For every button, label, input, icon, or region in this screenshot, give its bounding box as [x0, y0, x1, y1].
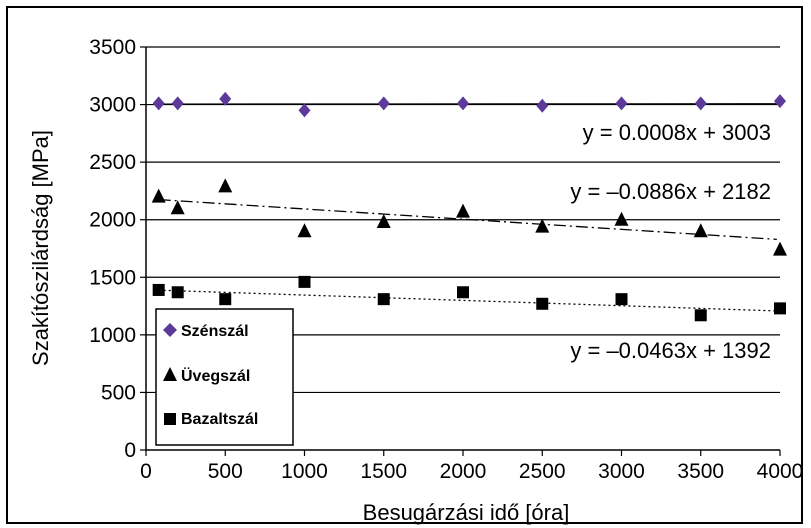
- marker-triangle-1-7: [614, 211, 629, 226]
- y-axis-title: Szakítószilárdság [MPa]: [28, 130, 53, 366]
- marker-diamond-0-9: [774, 94, 786, 109]
- marker-diamond-0-1: [171, 96, 184, 111]
- marker-diamond-0-6: [536, 98, 549, 113]
- x-tick-label: 2500: [519, 460, 566, 483]
- marker-diamond-0-0: [152, 96, 165, 111]
- marker-triangle-1-0: [151, 188, 166, 203]
- marker-triangle-1-9: [773, 241, 787, 256]
- x-tick-label: 4000: [757, 460, 804, 483]
- trendline-equations: y = 0.0008x + 3003 y = –0.0886x + 2182 y =…: [570, 120, 771, 363]
- y-axis-ticks: 0 500 1000 1500 2000 2500 3000 3500: [89, 36, 146, 462]
- legend-item-bazaltszal: Bazaltszál: [164, 411, 258, 428]
- x-axis-ticks: 0 500 1000 1500 2000 2500 3000 3500 4000: [140, 450, 803, 483]
- marker-triangle-1-8: [693, 223, 708, 238]
- marker-triangle-1-1: [170, 200, 185, 215]
- marker-square-2-3: [298, 275, 311, 288]
- marker-diamond-0-5: [457, 96, 469, 111]
- y-tick-label: 500: [101, 381, 136, 404]
- trendline-equation-0: y = 0.0008x + 3003: [583, 120, 771, 145]
- marker-square-2-2: [219, 293, 232, 306]
- marker-triangle-1-6: [535, 218, 550, 233]
- marker-square-2-0: [152, 283, 165, 296]
- y-tick-label: 0: [124, 439, 136, 462]
- trendline-equation-2: y = –0.0463x + 1392: [570, 338, 771, 363]
- chart-frame: [6, 6, 803, 524]
- legend-item-szenszal: Szénszál: [163, 323, 249, 340]
- data-markers: [151, 91, 787, 322]
- legend-diamond-icon: [163, 323, 177, 337]
- marker-square-2-1: [171, 286, 184, 299]
- legend-label-uvegszal: Üvegszál: [181, 366, 250, 385]
- marker-triangle-1-2: [218, 178, 233, 193]
- x-tick-label: 0: [140, 460, 152, 483]
- y-tick-label: 3500: [89, 36, 136, 59]
- trendline-1: [158, 198, 777, 241]
- legend-triangle-icon: [163, 367, 177, 381]
- marker-diamond-0-4: [377, 96, 390, 111]
- marker-diamond-0-2: [219, 91, 232, 106]
- y-tick-label: 1500: [89, 266, 136, 289]
- legend-square-icon: [164, 413, 176, 425]
- marker-square-2-5: [457, 286, 469, 299]
- trendline-equation-1: y = –0.0886x + 2182: [570, 179, 771, 204]
- marker-square-2-9: [774, 302, 786, 315]
- x-tick-label: 500: [208, 460, 243, 483]
- marker-triangle-1-3: [297, 223, 312, 238]
- y-tick-label: 3000: [89, 94, 136, 117]
- x-tick-label: 3500: [677, 460, 724, 483]
- y-tick-label: 1000: [89, 324, 136, 347]
- marker-diamond-0-8: [694, 96, 707, 111]
- legend: Szénszál Üvegszál Bazaltszál: [155, 308, 294, 446]
- marker-diamond-0-7: [615, 96, 628, 111]
- x-tick-label: 1500: [360, 460, 407, 483]
- marker-triangle-1-4: [376, 214, 391, 229]
- legend-label-bazaltszal: Bazaltszál: [181, 411, 258, 428]
- x-tick-label: 3000: [598, 460, 645, 483]
- y-tick-label: 2500: [89, 151, 136, 174]
- marker-square-2-6: [536, 297, 549, 310]
- y-tick-label: 2000: [89, 209, 136, 232]
- x-tick-label: 1000: [281, 460, 328, 483]
- legend-box: [155, 308, 294, 446]
- trendline-2: [158, 289, 777, 312]
- legend-item-uvegszal: Üvegszál: [163, 366, 250, 385]
- legend-label-szenszal: Szénszál: [181, 323, 249, 340]
- marker-square-2-4: [377, 293, 390, 306]
- x-tick-label: 2000: [440, 460, 487, 483]
- x-axis-title: Besugárzási idő [óra]: [363, 500, 570, 525]
- marker-square-2-8: [694, 309, 707, 322]
- marker-triangle-1-5: [456, 203, 470, 218]
- marker-square-2-7: [615, 293, 628, 306]
- marker-diamond-0-3: [298, 103, 311, 118]
